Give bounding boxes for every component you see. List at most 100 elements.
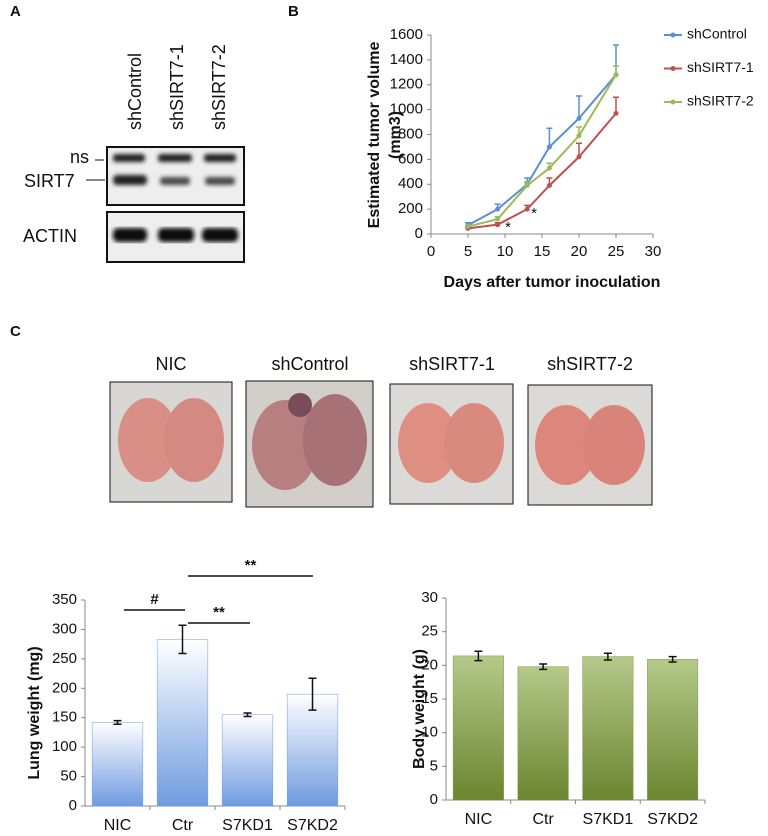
y-tick-label: 0 (415, 225, 423, 242)
y-tick-label: 1200 (390, 76, 423, 93)
x-tick-label: 15 (534, 243, 551, 260)
x-tick-label: Ctr (172, 817, 194, 834)
point (495, 222, 501, 228)
y-tick-label: 5 (430, 757, 438, 774)
point (495, 206, 501, 212)
x-tick-label: 5 (464, 243, 472, 260)
lane-label: shSIRT7-1 (167, 44, 187, 130)
lane-label: shControl (125, 53, 145, 130)
point (576, 154, 582, 160)
error-bar (603, 652, 612, 661)
photo-label: shSIRT7-2 (547, 354, 633, 374)
y-axis-label: Estimated tumor volume (366, 42, 383, 229)
x-tick-label: 25 (608, 243, 625, 260)
bar (517, 666, 569, 801)
photo (389, 383, 514, 505)
y-tick-label: 0 (430, 791, 438, 808)
y-tick-label: 800 (398, 125, 423, 142)
x-tick-label: NIC (465, 811, 493, 828)
legend-label: shSIRT7-2 (687, 93, 754, 109)
panel-label: B (288, 3, 299, 20)
legend-marker (670, 99, 676, 105)
point (546, 144, 552, 150)
photo (527, 384, 653, 506)
bar (156, 639, 209, 807)
band-label: ns (70, 147, 89, 167)
x-tick-label: NIC (104, 817, 132, 834)
blot-bottom (106, 211, 245, 263)
series-line (467, 74, 617, 227)
significance-label: # (150, 591, 159, 608)
point (613, 110, 619, 116)
y-tick-label: 1400 (390, 51, 423, 68)
error-bar (546, 127, 553, 147)
lane-label: shSIRT7-2 (209, 44, 229, 130)
point (546, 165, 552, 171)
error-bar (178, 624, 187, 655)
error-bar (308, 677, 317, 711)
photo (109, 381, 233, 503)
x-tick-label: S7KD2 (647, 811, 698, 828)
photo-label: shSIRT7-1 (409, 354, 495, 374)
error-bar (613, 96, 619, 114)
bar (582, 656, 634, 801)
panel-label: C (10, 323, 21, 340)
bar (647, 659, 699, 801)
error-bar (113, 719, 122, 725)
y-tick-label: 400 (398, 175, 423, 192)
y-tick-label: 20 (421, 656, 438, 673)
significance-label: ** (245, 557, 257, 574)
blot-top (106, 146, 245, 206)
error-bar (668, 655, 677, 663)
x-tick-label: Ctr (532, 811, 554, 828)
photo-label: shControl (271, 354, 348, 374)
legend-marker (670, 66, 676, 71)
band-label: SIRT7 (24, 171, 75, 191)
photo (245, 380, 374, 508)
point (495, 216, 501, 222)
series-line (467, 112, 617, 230)
bar (91, 722, 144, 807)
x-tick-label: S7KD1 (583, 811, 634, 828)
x-tick-label: S7KD1 (222, 817, 273, 834)
significance-label: ** (213, 604, 225, 621)
y-tick-label: 150 (52, 709, 77, 726)
bar (221, 714, 274, 807)
point (576, 133, 582, 139)
y-tick-label: 50 (60, 768, 77, 785)
x-axis-label: Days after tumor inoculation (444, 274, 661, 291)
panel-label: A (10, 3, 21, 20)
y-tick-label: 250 (52, 650, 77, 667)
y-tick-label: 30 (421, 589, 438, 606)
series-line (467, 74, 617, 228)
y-tick-label: 200 (398, 200, 423, 217)
y-tick-label: 350 (52, 591, 77, 608)
y-tick-label: 300 (52, 620, 77, 637)
y-tick-label: 100 (52, 738, 77, 755)
point (613, 72, 619, 78)
y-axis-label: Lung weight (mg) (26, 646, 43, 779)
x-tick-label: S7KD2 (287, 817, 338, 834)
point (465, 224, 471, 230)
y-tick-label: 600 (398, 150, 423, 167)
point (524, 182, 530, 188)
y-tick-label: 10 (421, 724, 438, 741)
y-tick-label: 25 (421, 623, 438, 640)
x-tick-label: 10 (497, 243, 514, 260)
point (576, 115, 582, 121)
x-tick-label: 30 (645, 243, 662, 260)
photo-label: NIC (156, 354, 187, 374)
annotation: * (505, 219, 511, 236)
error-bar (576, 95, 582, 119)
error-bar (474, 650, 483, 662)
error-bar (539, 663, 548, 671)
x-tick-label: 20 (571, 243, 588, 260)
bar (286, 693, 339, 807)
y-tick-label: 1000 (390, 101, 423, 118)
legend-label: shControl (687, 26, 747, 42)
annotation: * (531, 205, 537, 222)
point (524, 206, 530, 212)
y-tick-label: 0 (69, 797, 77, 814)
error-bar (243, 712, 252, 718)
